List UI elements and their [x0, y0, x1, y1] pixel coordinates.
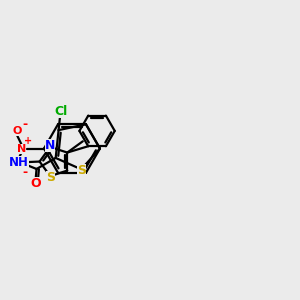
Text: -: - [22, 118, 28, 131]
Text: NH: NH [9, 156, 29, 169]
Text: O: O [12, 126, 22, 136]
Text: N: N [17, 143, 26, 154]
Text: S: S [46, 171, 55, 184]
Text: N: N [45, 139, 56, 152]
Text: +: + [24, 136, 32, 146]
Text: Cl: Cl [54, 105, 67, 118]
Text: O: O [30, 177, 41, 190]
Text: -: - [22, 166, 28, 178]
Text: O: O [12, 160, 22, 171]
Text: S: S [77, 164, 86, 177]
